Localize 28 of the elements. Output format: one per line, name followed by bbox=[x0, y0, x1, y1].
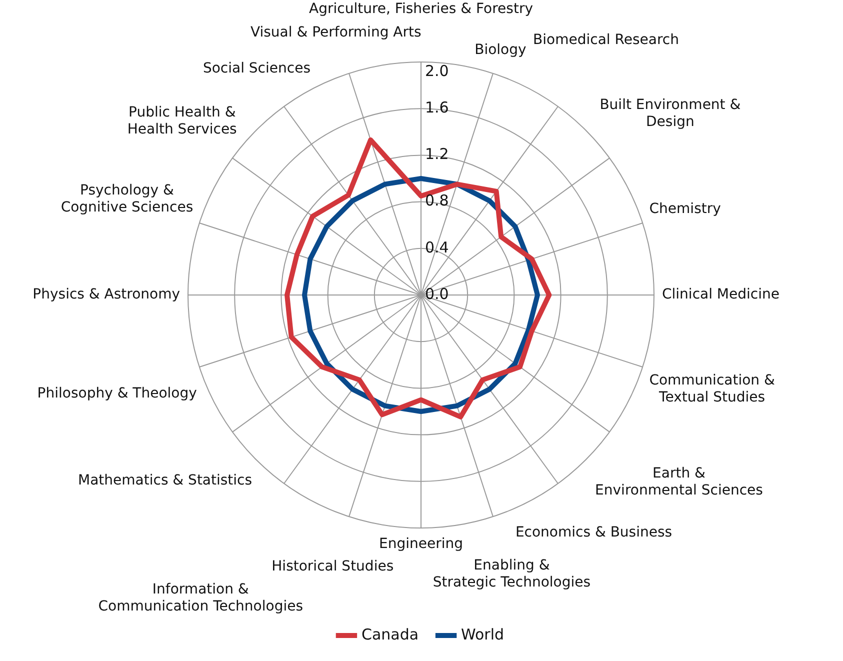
spoke-label: Biology bbox=[474, 42, 526, 58]
spoke-label: Earth & Environmental Sciences bbox=[595, 466, 763, 499]
spoke-label: Psychology & Cognitive Sciences bbox=[60, 182, 194, 216]
y-tick-label: 0.8 bbox=[425, 192, 449, 210]
spoke-label: Agriculture, Fisheries & Forestry bbox=[309, 1, 533, 18]
y-tick-label: 2.0 bbox=[425, 62, 449, 80]
spoke-label: Communication & Textual Studies bbox=[649, 372, 775, 406]
spoke-label: Clinical Medicine bbox=[662, 286, 780, 303]
y-tick-label: 0.4 bbox=[425, 238, 449, 256]
spoke-label: Chemistry bbox=[649, 200, 721, 217]
spoke-label: Engineering bbox=[379, 536, 463, 552]
spoke-label: Physics & Astronomy bbox=[32, 286, 180, 303]
legend-label: World bbox=[461, 625, 504, 644]
spoke-label: Social Sciences bbox=[202, 60, 310, 77]
spoke-label: Enabling & Strategic Technologies bbox=[432, 557, 591, 590]
spoke-label: Public Health & Health Services bbox=[127, 104, 237, 138]
spoke-label: Visual & Performing Arts bbox=[250, 24, 422, 41]
spoke-label: Information & Communication Technologies bbox=[98, 581, 303, 614]
legend-label: Canada bbox=[361, 625, 419, 644]
y-tick-label: 0.0 bbox=[425, 284, 449, 303]
spoke-label: Biomedical Research bbox=[533, 32, 679, 48]
spoke-label: Economics & Business bbox=[515, 524, 672, 540]
spoke-label: Mathematics & Statistics bbox=[78, 472, 252, 489]
spoke-label: Built Environment & Design bbox=[600, 97, 741, 130]
y-tick-label: 1.6 bbox=[425, 98, 449, 116]
spoke-label: Historical Studies bbox=[272, 558, 394, 575]
y-tick-label: 1.2 bbox=[425, 145, 449, 164]
spoke-label: Philosophy & Theology bbox=[37, 385, 197, 402]
